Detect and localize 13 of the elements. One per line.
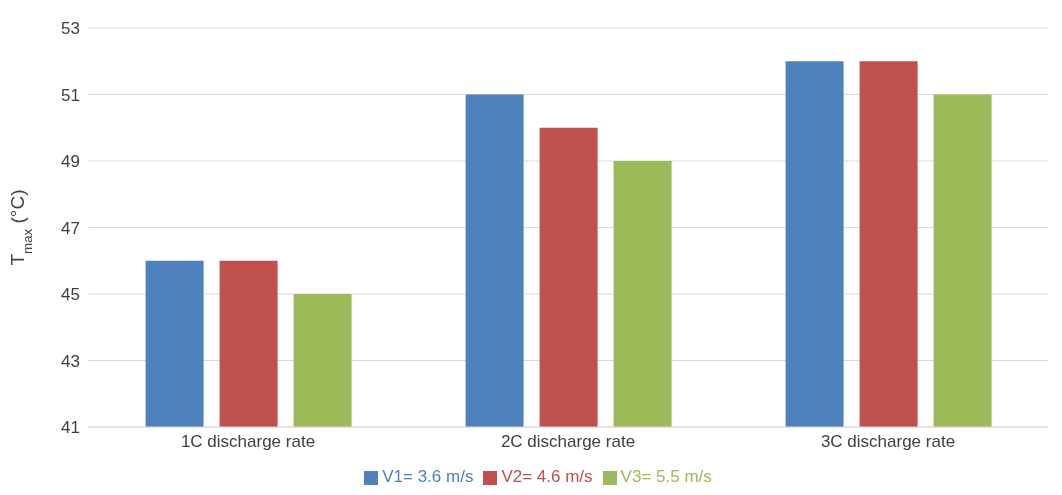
legend-label: V1= 3.6 m/s [382,467,474,486]
x-tick-label: 2C discharge rate [500,432,636,452]
y-tick-label: 43 [61,351,80,371]
y-tick-label: 45 [61,285,80,305]
legend-label: V2= 4.6 m/s [501,467,593,486]
legend-label: V3= 5.5 m/s [620,467,712,486]
y-tick-label: 49 [61,152,80,172]
y-tick-label: 41 [61,418,80,438]
x-tick-label: 3C discharge rate [820,432,956,452]
y-tick-label: 53 [61,19,80,39]
y-tick-label: 47 [61,218,80,238]
y-tick-label: 51 [61,85,80,105]
x-tick-label: 1C discharge rate [180,432,316,452]
